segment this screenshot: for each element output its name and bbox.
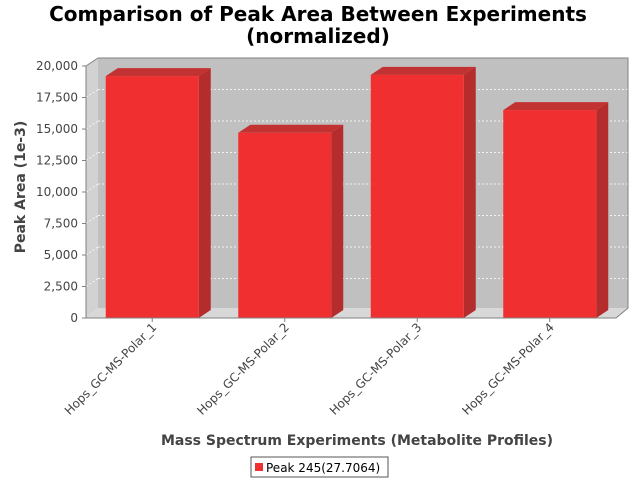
y-axis-label: Peak Area (1e-3)	[13, 121, 29, 254]
gridline	[85, 89, 99, 98]
plot-area	[85, 57, 629, 319]
plot-back-wall	[98, 58, 628, 308]
bar-front	[503, 110, 597, 318]
y-tick-label: 0	[70, 311, 78, 325]
gridline	[85, 215, 99, 224]
bar-side	[198, 68, 211, 318]
bar-top	[503, 102, 609, 111]
plot-outline	[85, 57, 629, 319]
bar-front	[370, 74, 464, 318]
chart-title-line-1: Comparison of Peak Area Between Experime…	[49, 2, 587, 26]
bars	[105, 66, 609, 318]
gridline	[85, 152, 99, 161]
bar-front	[238, 132, 332, 318]
gridline	[85, 183, 99, 193]
legend-swatch	[255, 463, 263, 471]
bar-top	[238, 124, 344, 133]
bar	[238, 124, 344, 318]
x-axis-ticks: Hops_GC-MS-Polar_1 Hops_GC-MS-Polar_2 Hops…	[62, 318, 557, 418]
legend: Peak 245(27.7064)	[250, 456, 389, 478]
bar	[105, 68, 211, 318]
bar-side	[463, 66, 476, 318]
chart-title-line-2: (normalized)	[246, 24, 390, 48]
bar-front	[105, 76, 199, 318]
y-tick-label: 15,000	[36, 122, 78, 136]
bar	[503, 102, 609, 318]
x-tick-label: Hops_GC-MS-Polar_1	[62, 320, 160, 418]
y-tick-label: 20,000	[36, 59, 78, 73]
x-tick-label: Hops_GC-MS-Polar_2	[194, 320, 292, 418]
x-axis-label: Mass Spectrum Experiments (Metabolite Pr…	[161, 433, 553, 449]
gridline	[85, 120, 99, 130]
gridline	[85, 278, 99, 287]
legend-box	[250, 456, 389, 478]
bar	[370, 66, 476, 318]
plot-side-wall	[86, 58, 98, 318]
bar-top	[370, 66, 476, 75]
y-tick-label: 17,500	[36, 91, 78, 105]
legend-series-label: Peak 245(27.7064)	[266, 461, 380, 475]
plot-floor	[86, 308, 628, 318]
y-axis-ticks: 0 2,500 5,000 7,500 10,000 12,500 15,000 17,500…	[36, 59, 86, 325]
y-tick-label: 12,500	[36, 154, 78, 168]
bar-side	[596, 102, 609, 318]
bar-side	[331, 124, 344, 318]
y-tick-label: 7,500	[44, 217, 78, 231]
bar-top	[105, 68, 211, 77]
y-tick-label: 2,500	[44, 280, 78, 294]
y-tick-label: 5,000	[44, 248, 78, 262]
y-tick-label: 10,000	[36, 185, 78, 199]
x-tick-label: Hops_GC-MS-Polar_3	[327, 320, 425, 418]
x-tick-label: Hops_GC-MS-Polar_4	[459, 320, 557, 418]
gridline	[85, 246, 99, 256]
